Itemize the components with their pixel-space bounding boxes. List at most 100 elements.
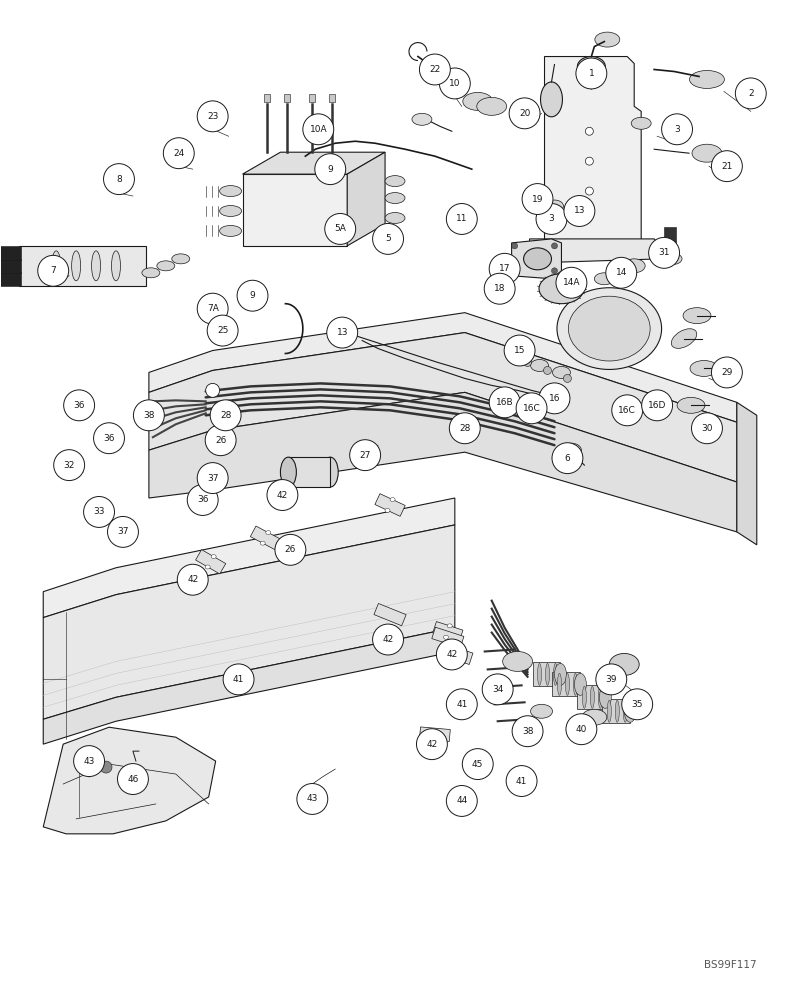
Ellipse shape — [541, 82, 562, 117]
Circle shape — [563, 374, 571, 382]
Ellipse shape — [553, 366, 570, 378]
Text: 18: 18 — [494, 284, 506, 293]
Circle shape — [662, 114, 692, 145]
Ellipse shape — [220, 186, 242, 197]
Ellipse shape — [531, 704, 553, 718]
Circle shape — [325, 213, 356, 244]
Polygon shape — [511, 239, 562, 279]
Circle shape — [484, 273, 516, 304]
Ellipse shape — [557, 288, 662, 369]
Bar — [578, 685, 605, 709]
Circle shape — [511, 268, 518, 274]
Text: 3: 3 — [674, 125, 680, 134]
Text: 7: 7 — [50, 266, 56, 275]
Polygon shape — [284, 94, 290, 102]
Text: 36: 36 — [103, 434, 115, 443]
Circle shape — [462, 749, 493, 780]
Polygon shape — [431, 627, 464, 648]
Ellipse shape — [585, 127, 593, 135]
Text: 44: 44 — [457, 796, 467, 805]
Text: 42: 42 — [382, 635, 393, 644]
Circle shape — [564, 196, 595, 226]
Ellipse shape — [463, 92, 493, 110]
Circle shape — [237, 280, 268, 311]
Ellipse shape — [266, 531, 271, 535]
Ellipse shape — [615, 700, 619, 722]
Text: 16C: 16C — [618, 406, 636, 415]
Circle shape — [100, 761, 112, 773]
Text: 23: 23 — [207, 112, 218, 121]
Circle shape — [372, 624, 403, 655]
Polygon shape — [44, 498, 455, 618]
Ellipse shape — [205, 565, 210, 569]
Circle shape — [205, 425, 236, 456]
Circle shape — [506, 766, 537, 796]
Circle shape — [210, 400, 241, 431]
Ellipse shape — [689, 70, 725, 88]
Text: BS99F117: BS99F117 — [704, 960, 757, 970]
Text: 42: 42 — [446, 650, 457, 659]
Circle shape — [512, 716, 543, 747]
Circle shape — [64, 390, 95, 421]
Circle shape — [649, 237, 680, 268]
Circle shape — [177, 564, 208, 595]
Circle shape — [489, 387, 520, 418]
Ellipse shape — [692, 144, 722, 162]
Polygon shape — [130, 767, 142, 781]
Text: 21: 21 — [722, 162, 733, 171]
Polygon shape — [545, 57, 642, 253]
Ellipse shape — [558, 673, 562, 695]
Text: 35: 35 — [631, 700, 643, 709]
Ellipse shape — [545, 200, 563, 212]
Circle shape — [326, 317, 358, 348]
Ellipse shape — [524, 248, 552, 270]
Ellipse shape — [220, 206, 242, 216]
Circle shape — [187, 485, 218, 515]
Polygon shape — [374, 603, 406, 626]
Circle shape — [446, 689, 478, 720]
Polygon shape — [264, 94, 271, 102]
Ellipse shape — [690, 360, 718, 376]
Circle shape — [539, 383, 570, 414]
Ellipse shape — [172, 254, 190, 264]
Circle shape — [206, 383, 220, 397]
Polygon shape — [149, 313, 737, 422]
Text: 24: 24 — [173, 149, 184, 158]
Ellipse shape — [260, 541, 265, 545]
Text: 6: 6 — [565, 454, 570, 463]
Circle shape — [103, 164, 134, 195]
Ellipse shape — [385, 176, 405, 187]
Text: 39: 39 — [605, 675, 617, 684]
Circle shape — [303, 114, 334, 145]
Bar — [664, 227, 676, 259]
Text: 36: 36 — [197, 495, 208, 504]
Bar — [0, 272, 21, 286]
Ellipse shape — [390, 498, 395, 502]
Circle shape — [552, 243, 558, 249]
Polygon shape — [149, 392, 737, 532]
Text: 11: 11 — [456, 214, 468, 223]
Polygon shape — [196, 550, 225, 574]
Ellipse shape — [583, 686, 587, 708]
Ellipse shape — [453, 658, 458, 662]
Circle shape — [735, 78, 766, 109]
Ellipse shape — [582, 709, 607, 725]
Text: 14: 14 — [616, 268, 627, 277]
Text: 28: 28 — [220, 411, 231, 420]
Bar — [553, 672, 580, 696]
Polygon shape — [309, 94, 315, 102]
Ellipse shape — [211, 555, 217, 559]
Circle shape — [440, 68, 470, 99]
Text: 20: 20 — [519, 109, 530, 118]
Circle shape — [297, 784, 328, 814]
Ellipse shape — [322, 457, 339, 487]
Ellipse shape — [623, 700, 627, 722]
Circle shape — [223, 664, 254, 695]
Text: 9: 9 — [250, 291, 255, 300]
Text: 46: 46 — [127, 775, 139, 784]
Text: 26: 26 — [284, 545, 296, 554]
Circle shape — [446, 786, 478, 816]
Ellipse shape — [424, 66, 446, 80]
Ellipse shape — [477, 97, 507, 115]
Ellipse shape — [595, 273, 614, 285]
